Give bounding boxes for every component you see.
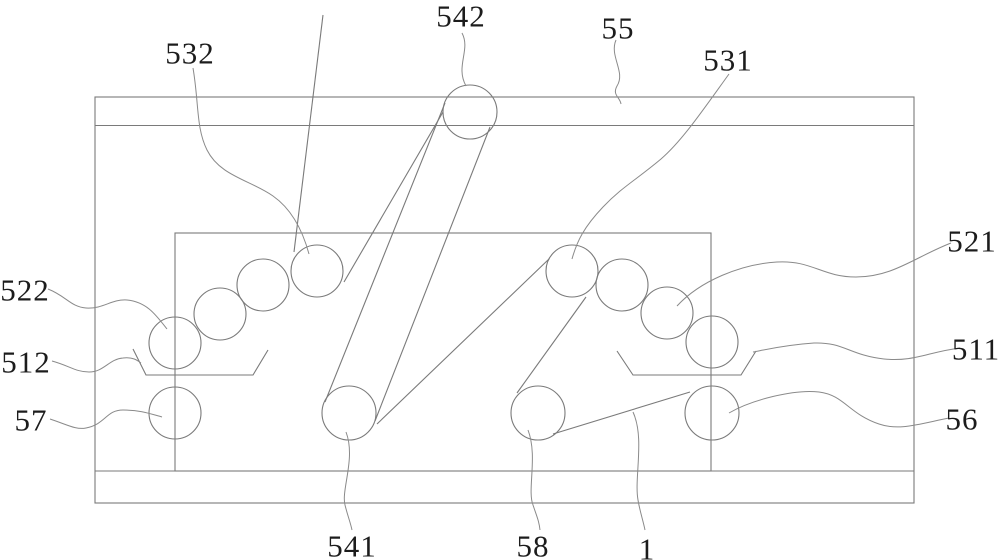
leader-541	[343, 431, 353, 531]
drive-line-58-56	[552, 391, 691, 435]
drive-line-531-58	[516, 296, 587, 394]
roller-58	[510, 385, 566, 441]
roller-right-chain-2	[595, 258, 649, 312]
pulley-542	[442, 84, 498, 140]
label-542: 542	[436, 0, 486, 34]
leader-1	[632, 411, 646, 531]
leader-512	[51, 357, 142, 373]
pulley-541	[321, 385, 377, 441]
roller-right-chain-4	[685, 315, 739, 369]
belt-542-541-left	[324, 102, 446, 403]
leader-532	[192, 67, 310, 255]
roller-531	[545, 244, 599, 298]
roller-532	[290, 244, 344, 298]
leader-531	[571, 73, 730, 260]
label-1: 1	[639, 532, 656, 560]
label-55: 55	[602, 11, 635, 46]
outer-housing	[94, 96, 915, 504]
roller-left-chain-2	[236, 258, 290, 312]
belt-542-541-right	[374, 126, 491, 422]
drive-line-531-541	[376, 258, 550, 425]
leader-58	[527, 429, 541, 531]
label-541: 541	[327, 529, 377, 560]
leader-57	[49, 409, 163, 429]
label-521: 521	[947, 224, 997, 259]
label-57: 57	[15, 403, 48, 438]
leader-522	[47, 288, 168, 330]
drive-line-542-532	[343, 111, 444, 283]
roller-left-chain-3	[193, 287, 247, 341]
leader-56	[728, 391, 950, 428]
inner-chamber	[174, 232, 712, 472]
leader-521	[676, 242, 952, 307]
label-58: 58	[517, 529, 550, 560]
guide-bracket-right	[616, 350, 757, 376]
label-56: 56	[946, 402, 979, 437]
label-531: 531	[703, 43, 753, 78]
label-512: 512	[1, 345, 51, 380]
roller-56	[684, 385, 740, 441]
label-532: 532	[165, 36, 215, 71]
roller-522	[148, 316, 202, 370]
roller-521	[640, 286, 694, 340]
guide-bracket-left	[132, 348, 269, 376]
leader-542	[461, 32, 467, 87]
leader-55	[613, 39, 622, 105]
label-511: 511	[952, 332, 1000, 367]
leader-511	[752, 342, 961, 361]
cropped-leader-line	[293, 14, 324, 253]
label-522: 522	[0, 273, 50, 308]
